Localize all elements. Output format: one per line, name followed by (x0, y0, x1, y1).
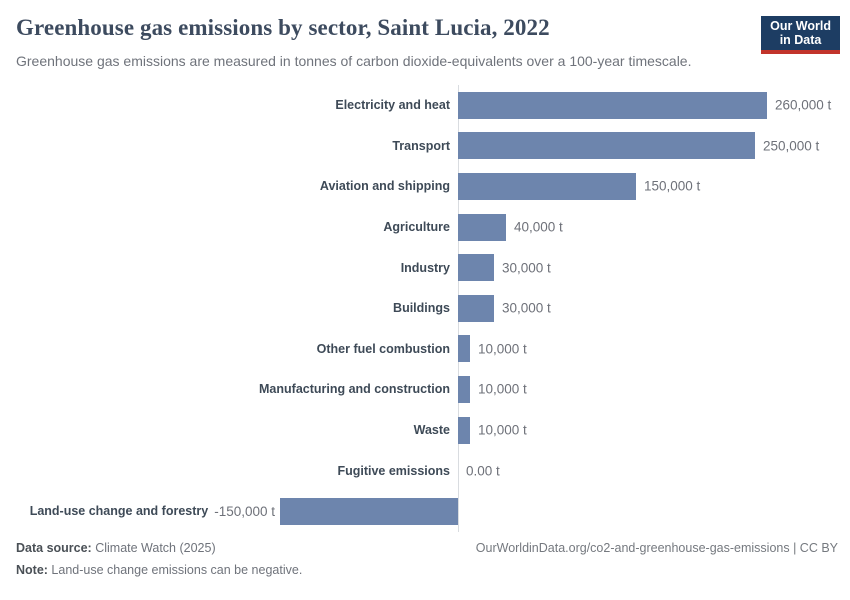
bar[interactable] (458, 132, 755, 160)
bar[interactable] (458, 335, 470, 363)
category-label: Aviation and shipping (319, 179, 450, 194)
note-label: Note: (16, 563, 48, 577)
category-label: Industry (400, 260, 450, 275)
owid-logo[interactable]: Our World in Data (761, 16, 840, 54)
category-label: Buildings (393, 301, 450, 316)
note-value: Land-use change emissions can be negativ… (47, 563, 303, 577)
data-source-line: Data source: Climate Watch (2025) (16, 541, 216, 555)
owid-logo-line2: in Data (779, 32, 822, 47)
bar-row: Fugitive emissions 0.00 t (0, 450, 850, 491)
bar[interactable] (458, 294, 494, 322)
category-label: Other fuel combustion (316, 341, 450, 356)
bar[interactable] (458, 172, 636, 200)
value-label: 260,000 t (775, 97, 832, 113)
bar-row: Transport 250,000 t (0, 126, 850, 167)
value-label: 30,000 t (502, 260, 551, 276)
negative-bar-group: Land-use change and forestry -150,000 t (30, 491, 458, 532)
category-label: Agriculture (383, 220, 450, 235)
bar-row: Aviation and shipping 150,000 t (0, 166, 850, 207)
bar[interactable] (458, 91, 767, 119)
category-label: Manufacturing and construction (259, 382, 450, 397)
footer-url: OurWorldinData.org/co2-and-greenhouse-ga… (475, 541, 838, 555)
value-label: 0.00 t (466, 463, 500, 479)
category-label: Fugitive emissions (337, 463, 450, 478)
bar[interactable] (458, 213, 506, 241)
bar-row: Buildings 30,000 t (0, 288, 850, 329)
value-label: 40,000 t (514, 219, 563, 235)
bar-chart: Electricity and heat 260,000 t Transport 25… (0, 85, 850, 532)
bar-row: Agriculture 40,000 t (0, 207, 850, 248)
data-source-label: Data source: (16, 541, 92, 555)
bar[interactable] (458, 375, 470, 403)
note-line: Note: Land-use change emissions can be n… (16, 563, 302, 577)
value-label: 150,000 t (644, 178, 701, 194)
data-source-value: Climate Watch (2025) (91, 541, 216, 555)
bar-row: Industry 30,000 t (0, 247, 850, 288)
bar[interactable] (458, 254, 494, 282)
bar[interactable] (280, 497, 458, 525)
category-label: Waste (413, 423, 450, 438)
bar-row: Other fuel combustion 10,000 t (0, 329, 850, 370)
bar-row: Land-use change and forestry -150,000 t (0, 491, 850, 532)
bar[interactable] (458, 416, 470, 444)
bar-row: Electricity and heat 260,000 t (0, 85, 850, 126)
value-label: 10,000 t (478, 341, 527, 357)
chart-subtitle: Greenhouse gas emissions are measured in… (16, 53, 692, 69)
value-label: 10,000 t (478, 422, 527, 438)
category-label: Transport (392, 138, 450, 153)
value-label: 30,000 t (502, 300, 551, 316)
category-label: Land-use change and forestry (29, 504, 209, 519)
category-label: Electricity and heat (335, 98, 450, 113)
bar-row: Manufacturing and construction 10,000 t (0, 369, 850, 410)
value-label: 10,000 t (478, 381, 527, 397)
value-label: -150,000 t (214, 503, 275, 519)
owid-logo-line1: Our World (770, 19, 831, 33)
bar-row: Waste 10,000 t (0, 410, 850, 451)
value-label: 250,000 t (763, 138, 820, 154)
page-title: Greenhouse gas emissions by sector, Sain… (16, 15, 550, 40)
